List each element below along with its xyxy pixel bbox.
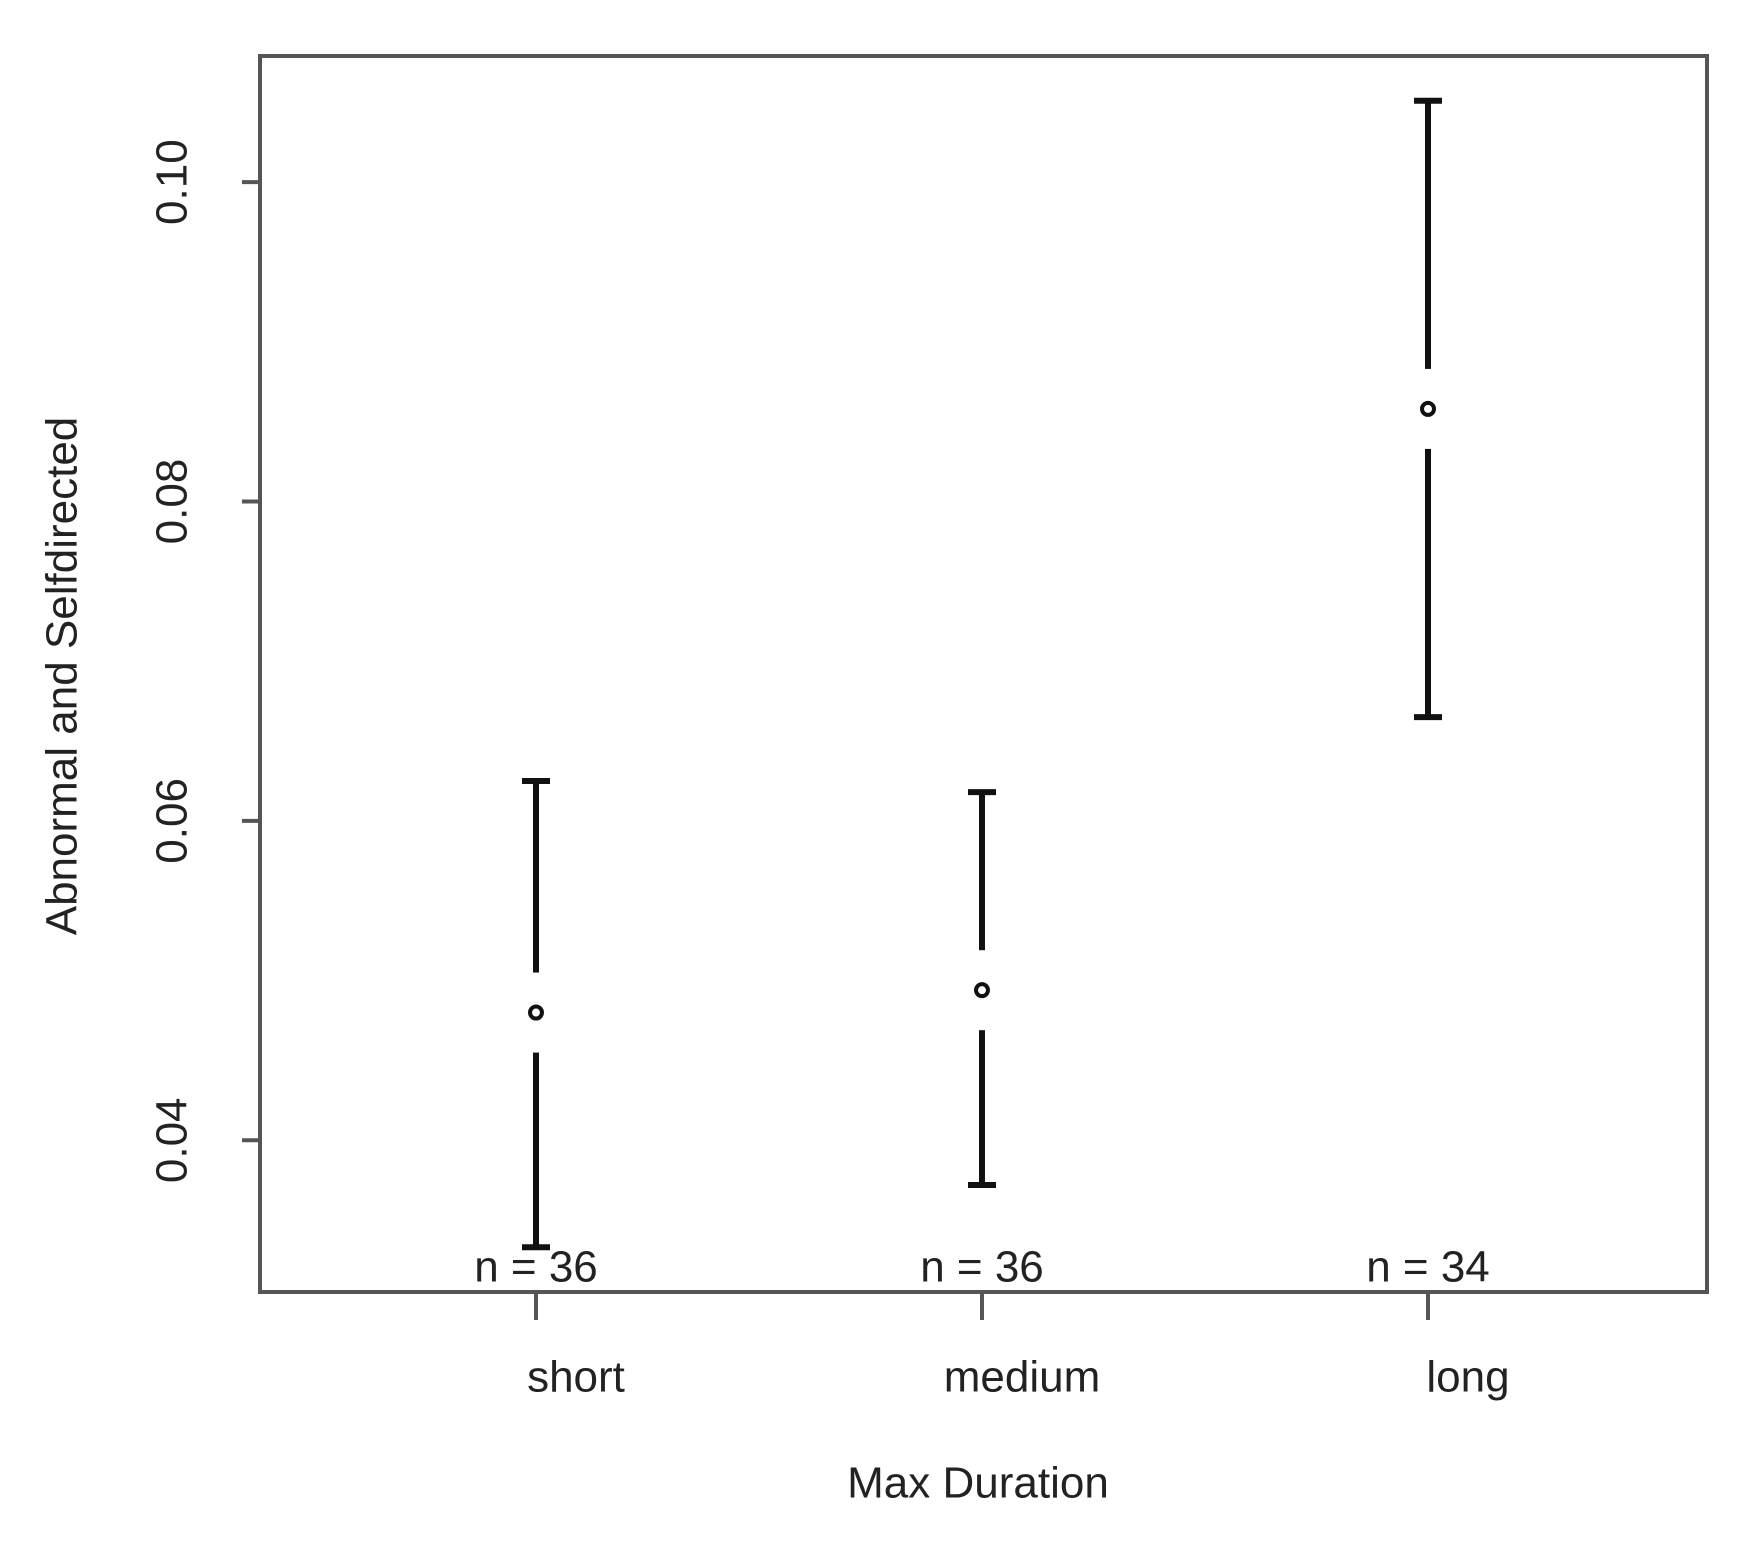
x-tick-label: long (1426, 1353, 1509, 1402)
mean-point (974, 982, 990, 999)
n-label: n = 36 (474, 1243, 598, 1292)
y-axis-title: Abnormal and Selfdirected (38, 417, 87, 936)
x-axis-title: Max Duration (847, 1459, 1109, 1508)
mean-point (1420, 400, 1436, 417)
y-tick-label: 0.08 (148, 459, 197, 545)
y-tick-label: 0.10 (148, 139, 197, 225)
n-label: n = 34 (1366, 1243, 1490, 1292)
mean-point (528, 1004, 544, 1021)
y-tick-label: 0.06 (148, 778, 197, 864)
y-tick-label: 0.04 (148, 1097, 197, 1183)
x-tick-label: medium (944, 1353, 1101, 1402)
n-label: n = 36 (920, 1243, 1044, 1292)
x-tick-label: short (527, 1353, 625, 1402)
